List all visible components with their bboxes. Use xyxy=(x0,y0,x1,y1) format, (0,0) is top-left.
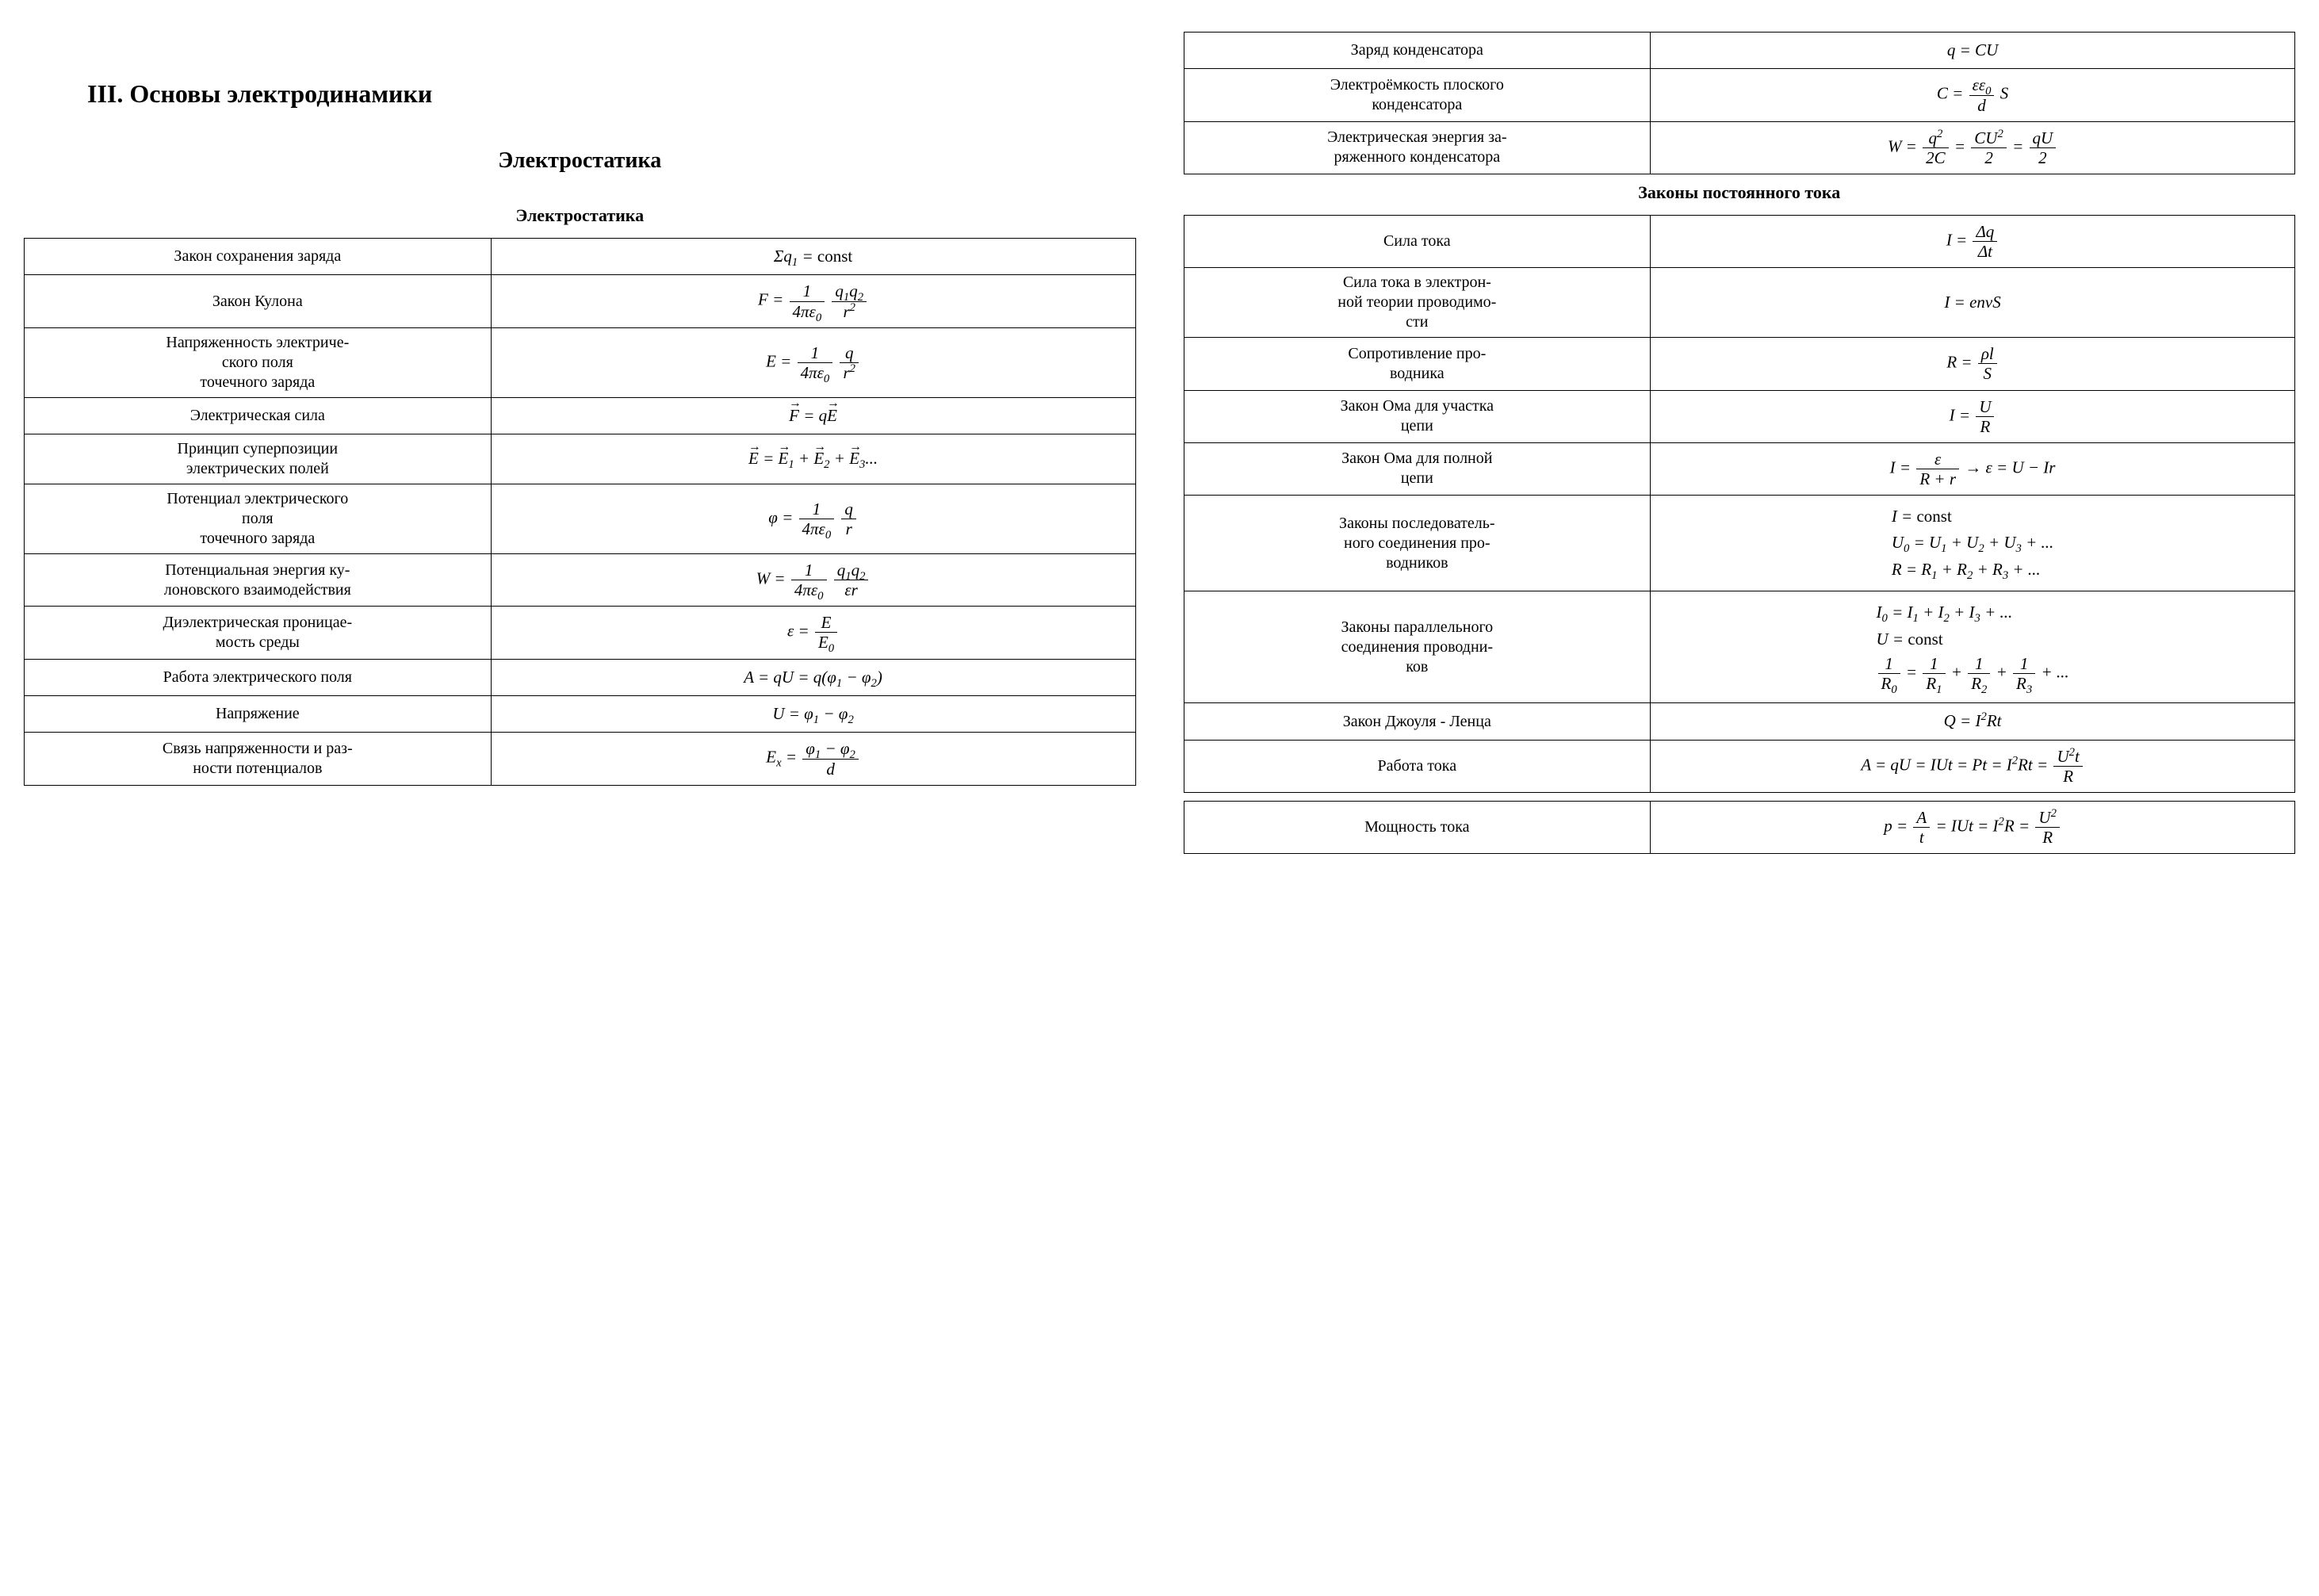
row-formula: W = 14πε0 q1q2εr xyxy=(491,554,1135,607)
table-row: Заряд конденсатора q = CU xyxy=(1184,33,2295,69)
table-row: Потенциал электрическогополяточечного за… xyxy=(25,484,1136,554)
row-formula: I = UR xyxy=(1651,390,2295,442)
table-row: Напряжение U = φ1 − φ2 xyxy=(25,696,1136,733)
row-label: Сила тока в электрон-ной теории проводим… xyxy=(1184,268,1651,338)
row-label: Потенциал электрическогополяточечного за… xyxy=(25,484,492,554)
row-formula: ε = EE0 xyxy=(491,607,1135,659)
row-label: Электрическая сила xyxy=(25,397,492,434)
row-label: Сопротивление про-водника xyxy=(1184,338,1651,390)
current-laws-title: Законы постоянного тока xyxy=(1184,182,2296,203)
row-formula: F = 14πε0 q1q2r2 xyxy=(491,275,1135,327)
row-formula: A = qU = q(φ1 − φ2) xyxy=(491,659,1135,695)
table-row: Сопротивление про-водника R = ρlS xyxy=(1184,338,2295,390)
row-formula: I = εR + r → ε = U − Ir xyxy=(1651,442,2295,495)
table-row: Работа тока A = qU = IUt = Pt = I2Rt = U… xyxy=(1184,740,2295,792)
table-row: Закон сохранения заряда Σq1 = const xyxy=(25,239,1136,275)
table-row: Напряженность электриче-ского поляточечн… xyxy=(25,327,1136,397)
row-formula: Q = I2Rt xyxy=(1651,703,2295,740)
row-label: Закон Ома для полнойцепи xyxy=(1184,442,1651,495)
row-label: Электроёмкость плоскогоконденсатора xyxy=(1184,69,1651,121)
row-label: Заряд конденсатора xyxy=(1184,33,1651,69)
electrostatics-table: Закон сохранения заряда Σq1 = const Зако… xyxy=(24,238,1136,786)
table-row: Закон Ома для полнойцепи I = εR + r → ε … xyxy=(1184,442,2295,495)
row-label: Закон Кулона xyxy=(25,275,492,327)
main-title: III. Основы электродинамики xyxy=(87,79,1136,109)
row-formula: E = E1 + E2 + E3... xyxy=(491,434,1135,484)
row-label: Принцип суперпозицииэлектрических полей xyxy=(25,434,492,484)
power-table: Мощность тока p = At = IUt = I2R = U2R xyxy=(1184,801,2296,854)
table-row: Законы параллельногосоединения проводни-… xyxy=(1184,591,2295,703)
row-formula: E = 14πε0 qr2 xyxy=(491,327,1135,397)
table-row: Связь напряженности и раз-ности потенциа… xyxy=(25,733,1136,785)
row-formula: R = ρlS xyxy=(1651,338,2295,390)
row-formula: I = const U0 = U1 + U2 + U3 + ... R = R1… xyxy=(1651,496,2295,591)
row-formula: I0 = I1 + I2 + I3 + ... U = const 1R0 = … xyxy=(1651,591,2295,703)
row-label: Закон Ома для участкацепи xyxy=(1184,390,1651,442)
table-row: Электрическая энергия за-ряженного конде… xyxy=(1184,121,2295,174)
capacitor-table: Заряд конденсатора q = CU Электроёмкость… xyxy=(1184,32,2296,174)
physics-formula-page: III. Основы электродинамики Электростати… xyxy=(24,32,2295,862)
table-row: Сила тока I = ΔqΔt xyxy=(1184,215,2295,267)
row-formula: A = qU = IUt = Pt = I2Rt = U2tR xyxy=(1651,740,2295,792)
row-label: Работа тока xyxy=(1184,740,1651,792)
row-label: Диэлектрическая проницае-мость среды xyxy=(25,607,492,659)
table-row: Сила тока в электрон-ной теории проводим… xyxy=(1184,268,2295,338)
row-label: Закон сохранения заряда xyxy=(25,239,492,275)
row-label: Связь напряженности и раз-ности потенциа… xyxy=(25,733,492,785)
row-label: Закон Джоуля - Ленца xyxy=(1184,703,1651,740)
row-formula: Ex = φ1 − φ2d xyxy=(491,733,1135,785)
table-row: Диэлектрическая проницае-мость среды ε =… xyxy=(25,607,1136,659)
table-row: Электрическая сила F = qE xyxy=(25,397,1136,434)
row-formula: Σq1 = const xyxy=(491,239,1135,275)
row-formula: F = qE xyxy=(491,397,1135,434)
table-row: Закон Ома для участкацепи I = UR xyxy=(1184,390,2295,442)
row-label: Напряженность электриче-ского поляточечн… xyxy=(25,327,492,397)
row-label: Потенциальная энергия ку-лоновского взаи… xyxy=(25,554,492,607)
table-row: Мощность тока p = At = IUt = I2R = U2R xyxy=(1184,801,2295,853)
row-formula: W = q22C = CU22 = qU2 xyxy=(1651,121,2295,174)
section-title: Электростатика xyxy=(24,148,1136,174)
row-formula: C = εε0d S xyxy=(1651,69,2295,121)
row-formula: U = φ1 − φ2 xyxy=(491,696,1135,733)
row-label: Работа электрического поля xyxy=(25,659,492,695)
table-row: Закон Кулона F = 14πε0 q1q2r2 xyxy=(25,275,1136,327)
row-formula: I = ΔqΔt xyxy=(1651,215,2295,267)
row-label: Законы параллельногосоединения проводни-… xyxy=(1184,591,1651,703)
table-row: Потенциальная энергия ку-лоновского взаи… xyxy=(25,554,1136,607)
table-row: Электроёмкость плоскогоконденсатора C = … xyxy=(1184,69,2295,121)
table-row: Принцип суперпозицииэлектрических полей … xyxy=(25,434,1136,484)
row-formula: q = CU xyxy=(1651,33,2295,69)
row-label: Сила тока xyxy=(1184,215,1651,267)
row-label: Напряжение xyxy=(25,696,492,733)
table-row: Законы последователь-ного соединения про… xyxy=(1184,496,2295,591)
row-label: Электрическая энергия за-ряженного конде… xyxy=(1184,121,1651,174)
row-label: Мощность тока xyxy=(1184,801,1651,853)
row-formula: p = At = IUt = I2R = U2R xyxy=(1651,801,2295,853)
current-laws-table: Сила тока I = ΔqΔt Сила тока в электрон-… xyxy=(1184,215,2296,793)
row-formula: I = envS xyxy=(1651,268,2295,338)
left-column: III. Основы электродинамики Электростати… xyxy=(24,32,1136,862)
row-label: Законы последователь-ного соединения про… xyxy=(1184,496,1651,591)
electrostatics-table-title: Электростатика xyxy=(24,205,1136,226)
right-column: Заряд конденсатора q = CU Электроёмкость… xyxy=(1184,32,2296,862)
table-row: Закон Джоуля - Ленца Q = I2Rt xyxy=(1184,703,2295,740)
row-formula: φ = 14πε0 qr xyxy=(491,484,1135,554)
table-row: Работа электрического поля A = qU = q(φ1… xyxy=(25,659,1136,695)
